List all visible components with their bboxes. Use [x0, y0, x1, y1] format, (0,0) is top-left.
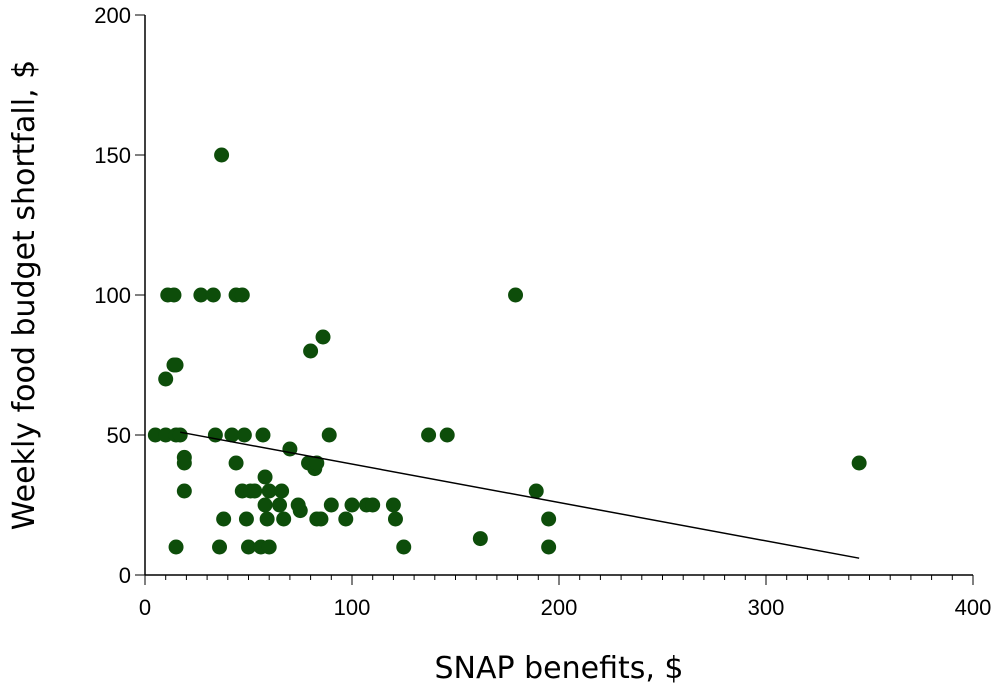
data-point	[193, 287, 209, 303]
data-points	[147, 147, 867, 555]
x-tick-label-group: 0	[139, 595, 151, 620]
y-tick-label-group: 100	[94, 283, 131, 308]
data-point	[365, 497, 381, 513]
x-tick-label-group: 200	[541, 595, 578, 620]
y-tick-label: 50	[107, 423, 131, 448]
data-point	[439, 427, 455, 443]
data-point	[147, 427, 163, 443]
data-point	[321, 427, 337, 443]
data-point	[541, 539, 557, 555]
data-point	[216, 511, 232, 527]
y-axis-title: Weekly food budget shortfall, $	[7, 60, 42, 530]
data-point	[228, 455, 244, 471]
data-point	[176, 455, 192, 471]
x-tick-label: 100	[334, 595, 371, 620]
y-tick-label: 150	[94, 143, 131, 168]
data-point	[274, 483, 290, 499]
data-point	[528, 483, 544, 499]
data-point	[323, 497, 339, 513]
data-point	[234, 287, 250, 303]
y-tick-label: 0	[119, 563, 131, 588]
y-tick-label: 200	[94, 3, 131, 28]
x-tick-label-group: 400	[955, 595, 992, 620]
data-point	[309, 455, 325, 471]
data-point	[172, 427, 188, 443]
data-point	[158, 427, 174, 443]
data-point	[236, 427, 252, 443]
data-point	[168, 539, 184, 555]
data-point	[255, 427, 271, 443]
data-point	[261, 539, 277, 555]
data-point	[385, 497, 401, 513]
data-point	[224, 427, 240, 443]
data-point	[158, 371, 174, 387]
y-tick-label-group: 200	[94, 3, 131, 28]
x-tick-label-group: 100	[334, 595, 371, 620]
x-tick-label: 200	[541, 595, 578, 620]
data-point	[396, 539, 412, 555]
data-point	[472, 531, 488, 547]
x-tick-label-group: 300	[748, 595, 785, 620]
data-point	[259, 511, 275, 527]
trendline	[180, 431, 860, 559]
trendline-group	[180, 431, 860, 559]
data-point	[508, 287, 524, 303]
data-point	[272, 497, 288, 513]
y-tick-label-group: 150	[94, 143, 131, 168]
x-axis-title: SNAP benefits, $	[434, 651, 683, 686]
data-point	[257, 469, 273, 485]
axes: 0 100 200 300 400 0 50 100 150 200	[94, 3, 991, 620]
data-point	[212, 539, 228, 555]
data-point	[541, 511, 557, 527]
data-point	[214, 147, 230, 163]
data-point	[387, 511, 403, 527]
data-point	[241, 539, 256, 555]
y-tick-label-group: 0	[119, 563, 131, 588]
data-point	[292, 503, 308, 519]
y-tick-label-group: 50	[107, 423, 131, 448]
x-tick-label: 400	[955, 595, 992, 620]
x-tick-label: 0	[139, 595, 151, 620]
data-point	[168, 357, 184, 373]
data-point	[851, 455, 867, 471]
y-tick-label: 100	[94, 283, 131, 308]
data-point	[344, 497, 360, 513]
data-point	[166, 287, 182, 303]
data-point	[261, 483, 277, 499]
data-point	[257, 497, 273, 513]
data-point	[205, 287, 221, 303]
data-point	[421, 427, 437, 443]
data-point	[303, 343, 319, 359]
data-point	[313, 511, 329, 527]
data-point	[315, 329, 331, 345]
data-point	[276, 511, 292, 527]
data-point	[238, 511, 254, 527]
data-point	[176, 483, 192, 499]
x-tick-label: 300	[748, 595, 785, 620]
data-point	[247, 483, 263, 499]
data-point	[338, 511, 354, 527]
